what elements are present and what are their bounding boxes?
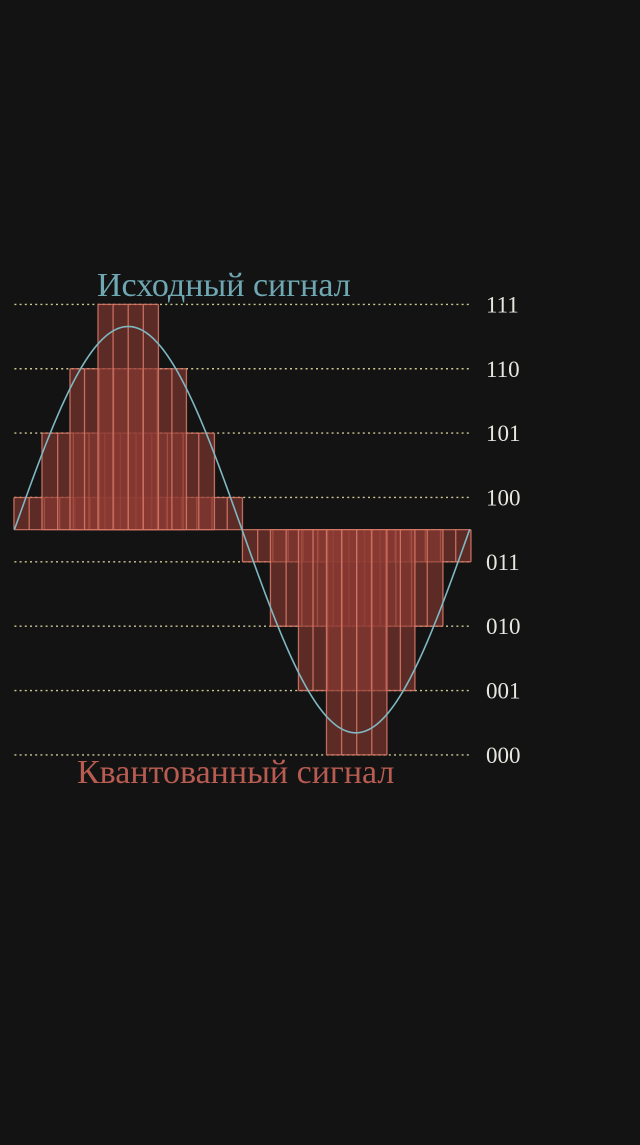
svg-text:Квантованный сигнал: Квантованный сигнал: [77, 754, 394, 791]
svg-text:000: 000: [486, 743, 521, 768]
svg-text:111: 111: [486, 292, 519, 317]
svg-text:011: 011: [486, 550, 520, 575]
svg-text:001: 001: [486, 679, 521, 704]
svg-text:Исходный сигнал: Исходный сигнал: [97, 267, 351, 304]
svg-text:101: 101: [486, 421, 521, 446]
svg-text:100: 100: [486, 485, 521, 510]
svg-text:110: 110: [486, 357, 520, 382]
svg-text:010: 010: [486, 614, 521, 639]
